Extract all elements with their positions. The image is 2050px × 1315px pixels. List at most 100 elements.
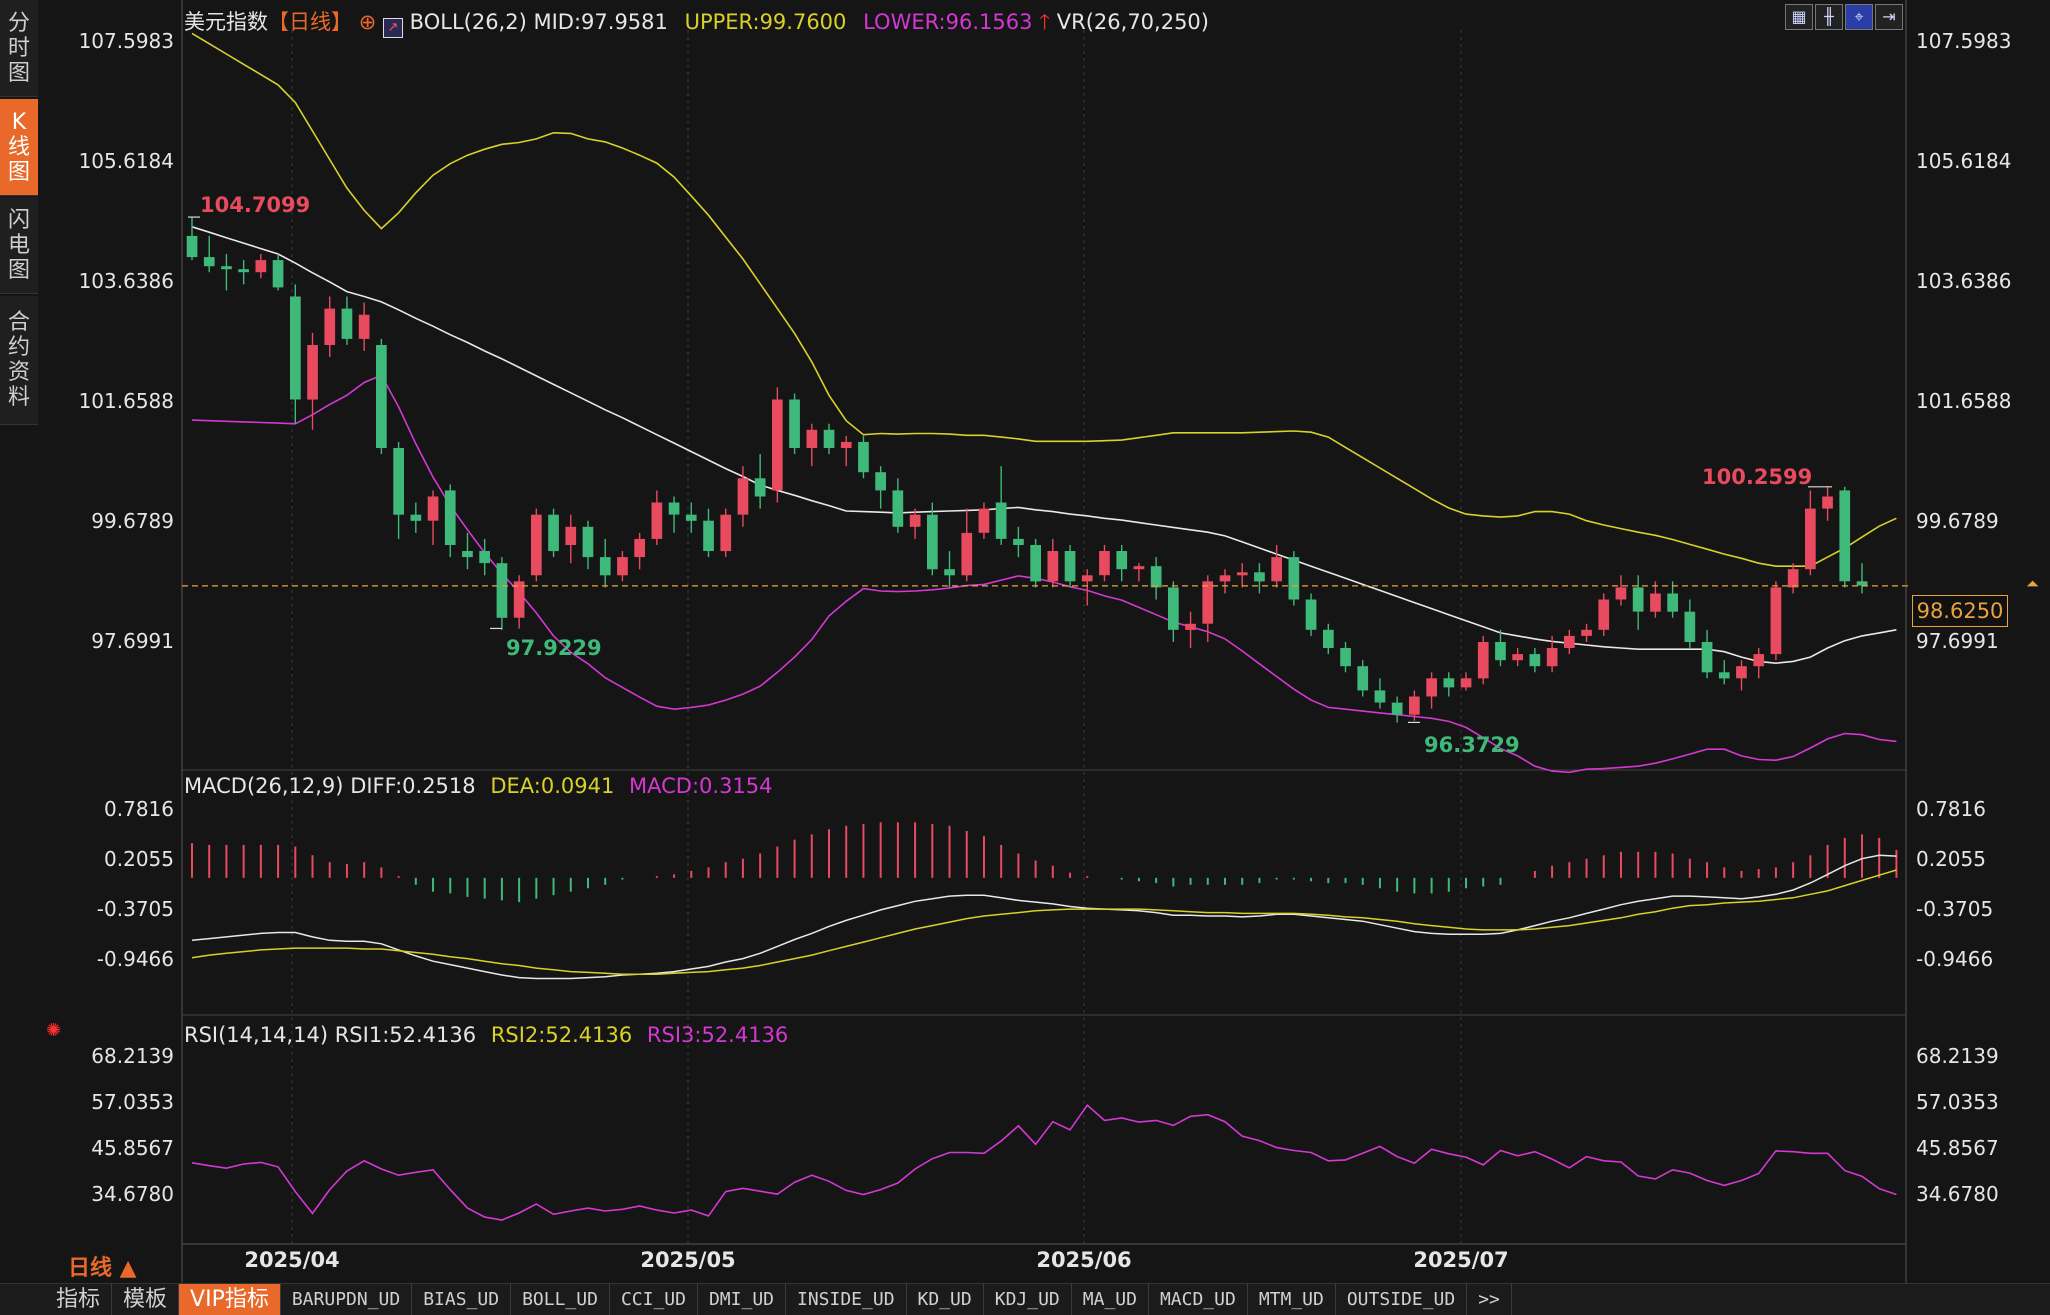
bottom-tab-2[interactable]: VIP指标	[179, 1284, 281, 1315]
bottom-tab-0[interactable]: 指标	[0, 1284, 113, 1315]
candle-body-17	[479, 551, 490, 564]
candle-body-20	[531, 514, 542, 576]
candle-body-64	[1288, 557, 1300, 600]
bottom-tab-11[interactable]: MA_UD	[1072, 1284, 1149, 1315]
bottom-tab-3[interactable]: BARUPDN_UD	[281, 1284, 413, 1315]
macd-tick-left-3: -0.9466	[96, 946, 174, 971]
candle-body-77	[1512, 654, 1523, 661]
cursor-icon[interactable]: ⌖	[1845, 4, 1873, 30]
side-tab-0[interactable]: 分时图	[0, 0, 38, 97]
price-tick-left-5: 97.6991	[91, 629, 174, 653]
expand-icon[interactable]: ⇥	[1875, 4, 1903, 30]
candle-body-48	[1013, 538, 1024, 545]
price-tick-left-1: 105.6184	[78, 149, 174, 173]
candle-body-2	[221, 266, 232, 270]
side-tab-3[interactable]: 合约资料	[0, 296, 38, 425]
rsi-label: RSI(14,14,14)	[184, 1023, 329, 1047]
candle-body-95	[1822, 496, 1833, 509]
candle-body-24	[599, 557, 611, 576]
candle-body-91	[1753, 654, 1765, 667]
price-tick-right-0: 107.5983	[1916, 29, 2012, 53]
current-price-tag: 98.6250	[1912, 595, 2008, 627]
candle-body-38	[840, 441, 852, 448]
bottom-tab-1[interactable]: 模板	[112, 1284, 180, 1315]
candle-body-58	[1185, 623, 1196, 630]
rsi-tick-left-0: 68.2139	[91, 1044, 174, 1068]
circle-plus-icon[interactable]: ⊕	[358, 10, 377, 34]
high-label-2: 100.2599	[1702, 465, 1813, 489]
candle-body-97	[1856, 581, 1868, 586]
rsi-tick-left-2: 45.8567	[91, 1136, 174, 1160]
rsi2-value: RSI2:52.4136	[490, 1023, 633, 1047]
candle-body-1	[203, 257, 215, 267]
bottom-tab-12[interactable]: MACD_UD	[1149, 1284, 1248, 1315]
candle-body-55	[1133, 566, 1145, 570]
candle-body-11	[376, 345, 387, 448]
bottom-tab-4[interactable]: BIAS_UD	[412, 1284, 512, 1315]
candle-body-74	[1460, 678, 1472, 688]
bottom-tab-7[interactable]: DMI_UD	[698, 1284, 786, 1315]
low-label-2: 96.3729	[1424, 733, 1520, 757]
candle-body-79	[1546, 648, 1558, 667]
rsi-header: RSI(14,14,14) RSI1:52.4136 RSI2:52.4136 …	[184, 1023, 788, 1047]
rsi-tick-right-0: 68.2139	[1916, 1044, 1999, 1068]
rsi-panel	[191, 1104, 1897, 1221]
candle-body-41	[892, 490, 904, 527]
candle-body-37	[823, 429, 835, 448]
candle-body-88	[1701, 642, 1713, 673]
candle-body-7	[307, 345, 318, 400]
candle-body-52	[1081, 575, 1093, 582]
bottom-tab-15[interactable]: >>	[1467, 1284, 1512, 1315]
macd-tick-left-2: -0.3705	[96, 896, 174, 921]
candle-body-36	[806, 429, 818, 448]
candle-icon[interactable]: ╫	[1815, 4, 1843, 30]
x-label-2: 2025/06	[1036, 1248, 1132, 1272]
bottom-tab-13[interactable]: MTM_UD	[1248, 1284, 1336, 1315]
candle-body-83	[1615, 587, 1627, 600]
bottom-tab-8[interactable]: INSIDE_UD	[786, 1284, 907, 1315]
grid-icon[interactable]: ▦	[1785, 4, 1813, 30]
price-panel	[182, 32, 1910, 774]
candle-body-67	[1340, 648, 1351, 667]
candle-body-96	[1839, 490, 1851, 582]
candle-body-39	[858, 441, 869, 473]
period-bracket[interactable]: 【日线】	[268, 10, 352, 34]
macd-tick-left-0: 0.7816	[104, 797, 174, 821]
rsi-tick-right-2: 45.8567	[1916, 1136, 1999, 1160]
bottom-indicator-bar: 指标 模板 VIP指标 BARUPDN_UD BIAS_UD BOLL_UD CCI_UD D…	[0, 1283, 2050, 1315]
low-label-1: 97.9229	[506, 636, 602, 660]
candle-body-70	[1391, 702, 1403, 715]
bottom-tab-9[interactable]: KD_UD	[907, 1284, 984, 1315]
boll-upper-line	[191, 32, 1897, 568]
candle-body-56	[1150, 566, 1162, 588]
candle-body-73	[1443, 678, 1455, 688]
bottom-tab-10[interactable]: KDJ_UD	[984, 1284, 1072, 1315]
candle-body-25	[617, 557, 628, 576]
period-selector[interactable]: 日线 ▲	[68, 1256, 137, 1281]
side-tab-2[interactable]: 闪电图	[0, 197, 38, 294]
indicator-chart-icon[interactable]: ↗	[382, 18, 403, 38]
diff-line	[191, 854, 1897, 980]
candle-body-33	[754, 478, 766, 497]
candle-body-94	[1805, 508, 1816, 570]
candle-body-31	[720, 514, 732, 552]
candle-body-51	[1064, 551, 1076, 582]
high-label-1: 104.7099	[200, 193, 311, 217]
candle-body-19	[513, 581, 525, 618]
settings-icon[interactable]: ✺	[46, 1020, 62, 1041]
bottom-tab-6[interactable]: CCI_UD	[610, 1284, 698, 1315]
candle-body-68	[1357, 666, 1369, 691]
price-marker-icon: ⏶	[2026, 574, 2039, 593]
candle-body-27	[651, 502, 663, 539]
rsi-tick-left-1: 57.0353	[91, 1090, 174, 1114]
candle-body-84	[1632, 587, 1644, 612]
candle-body-22	[565, 526, 577, 545]
candle-body-13	[410, 514, 422, 521]
candle-body-50	[1047, 551, 1059, 582]
bottom-tab-14[interactable]: OUTSIDE_UD	[1336, 1284, 1468, 1315]
price-tick-right-2: 103.6386	[1916, 269, 2012, 293]
candle-body-75	[1477, 642, 1489, 679]
bottom-tab-5[interactable]: BOLL_UD	[511, 1284, 610, 1315]
candle-body-45	[961, 532, 973, 576]
